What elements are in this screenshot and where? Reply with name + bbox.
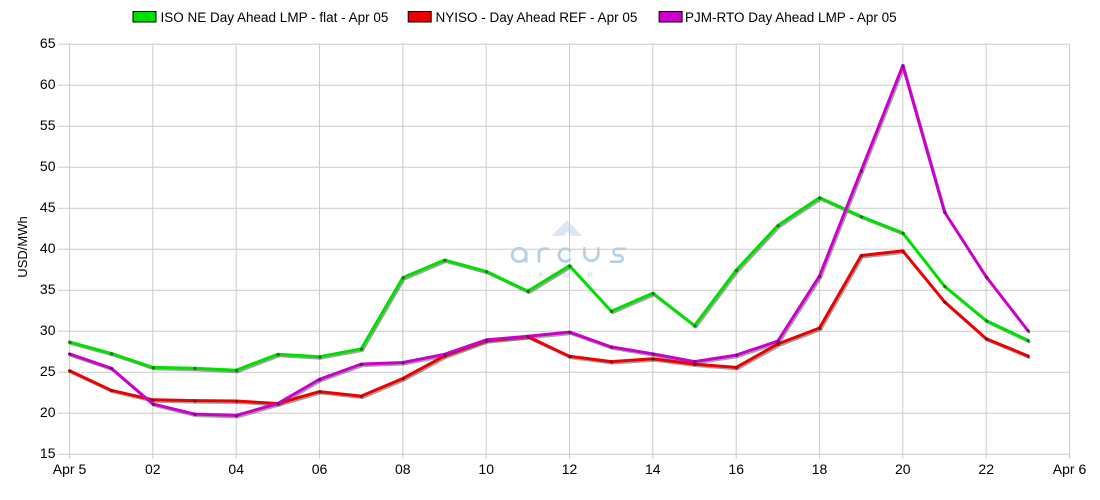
svg-text:PJM-RTO Day Ahead LMP - Apr 05: PJM-RTO Day Ahead LMP - Apr 05	[685, 10, 897, 25]
svg-text:NYISO - Day Ahead REF - Apr 05: NYISO - Day Ahead REF - Apr 05	[436, 10, 638, 25]
svg-text:40: 40	[40, 240, 56, 256]
svg-text:60: 60	[40, 76, 56, 92]
svg-text:06: 06	[312, 461, 328, 477]
svg-text:65: 65	[40, 35, 56, 51]
svg-text:Apr 6: Apr 6	[1053, 461, 1087, 477]
svg-text:35: 35	[40, 281, 56, 297]
svg-text:18: 18	[812, 461, 828, 477]
svg-text:02: 02	[145, 461, 161, 477]
svg-text:USD/MWh: USD/MWh	[15, 216, 30, 277]
svg-text:16: 16	[728, 461, 744, 477]
svg-text:30: 30	[40, 322, 56, 338]
svg-text:22: 22	[978, 461, 994, 477]
svg-text:POWER: POWER	[539, 271, 600, 280]
svg-text:Apr 5: Apr 5	[53, 461, 87, 477]
svg-text:20: 20	[895, 461, 911, 477]
svg-text:25: 25	[40, 363, 56, 379]
svg-text:04: 04	[228, 461, 244, 477]
svg-text:15: 15	[40, 445, 56, 461]
svg-text:12: 12	[562, 461, 578, 477]
svg-text:20: 20	[40, 404, 56, 420]
svg-text:08: 08	[395, 461, 411, 477]
svg-text:45: 45	[40, 199, 56, 215]
svg-text:ISO NE Day Ahead LMP - flat -: ISO NE Day Ahead LMP - flat - Apr 05	[161, 10, 389, 25]
svg-text:14: 14	[645, 461, 661, 477]
svg-text:55: 55	[40, 117, 56, 133]
svg-text:10: 10	[478, 461, 494, 477]
svg-text:50: 50	[40, 158, 56, 174]
